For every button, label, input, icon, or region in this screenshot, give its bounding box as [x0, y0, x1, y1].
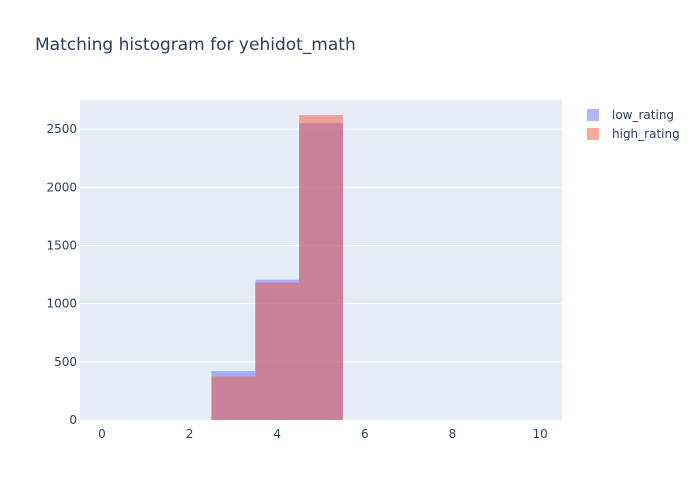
bar-high_rating-3: [211, 376, 256, 420]
legend-swatch-low_rating[interactable]: [587, 109, 599, 121]
y-tick-label: 1000: [46, 297, 77, 311]
bars: [211, 115, 343, 421]
y-tick-label: 1500: [46, 238, 77, 252]
y-tick-label: 2000: [46, 180, 77, 194]
x-tick-label: 8: [449, 427, 457, 441]
y-tick-label: 0: [69, 413, 77, 427]
legend-label-low_rating[interactable]: low_rating: [612, 108, 674, 122]
legend: low_rating high_rating: [587, 108, 680, 141]
legend-swatch-high_rating[interactable]: [587, 128, 599, 140]
bar-high_rating-5: [299, 115, 343, 421]
bar-high_rating-4: [255, 282, 300, 420]
y-tick-label: 2500: [46, 122, 77, 136]
x-axis-ticks: 0 2 4 6 8 10: [98, 427, 548, 441]
x-tick-label: 10: [532, 427, 547, 441]
x-tick-label: 2: [186, 427, 194, 441]
x-tick-label: 4: [273, 427, 281, 441]
chart-title: Matching histogram for yehidot_math: [35, 35, 356, 55]
y-axis-ticks: 0 500 1000 1500 2000 2500: [46, 122, 77, 427]
legend-label-high_rating[interactable]: high_rating: [612, 127, 680, 141]
x-tick-label: 6: [361, 427, 369, 441]
y-tick-label: 500: [54, 355, 77, 369]
x-tick-label: 0: [98, 427, 106, 441]
